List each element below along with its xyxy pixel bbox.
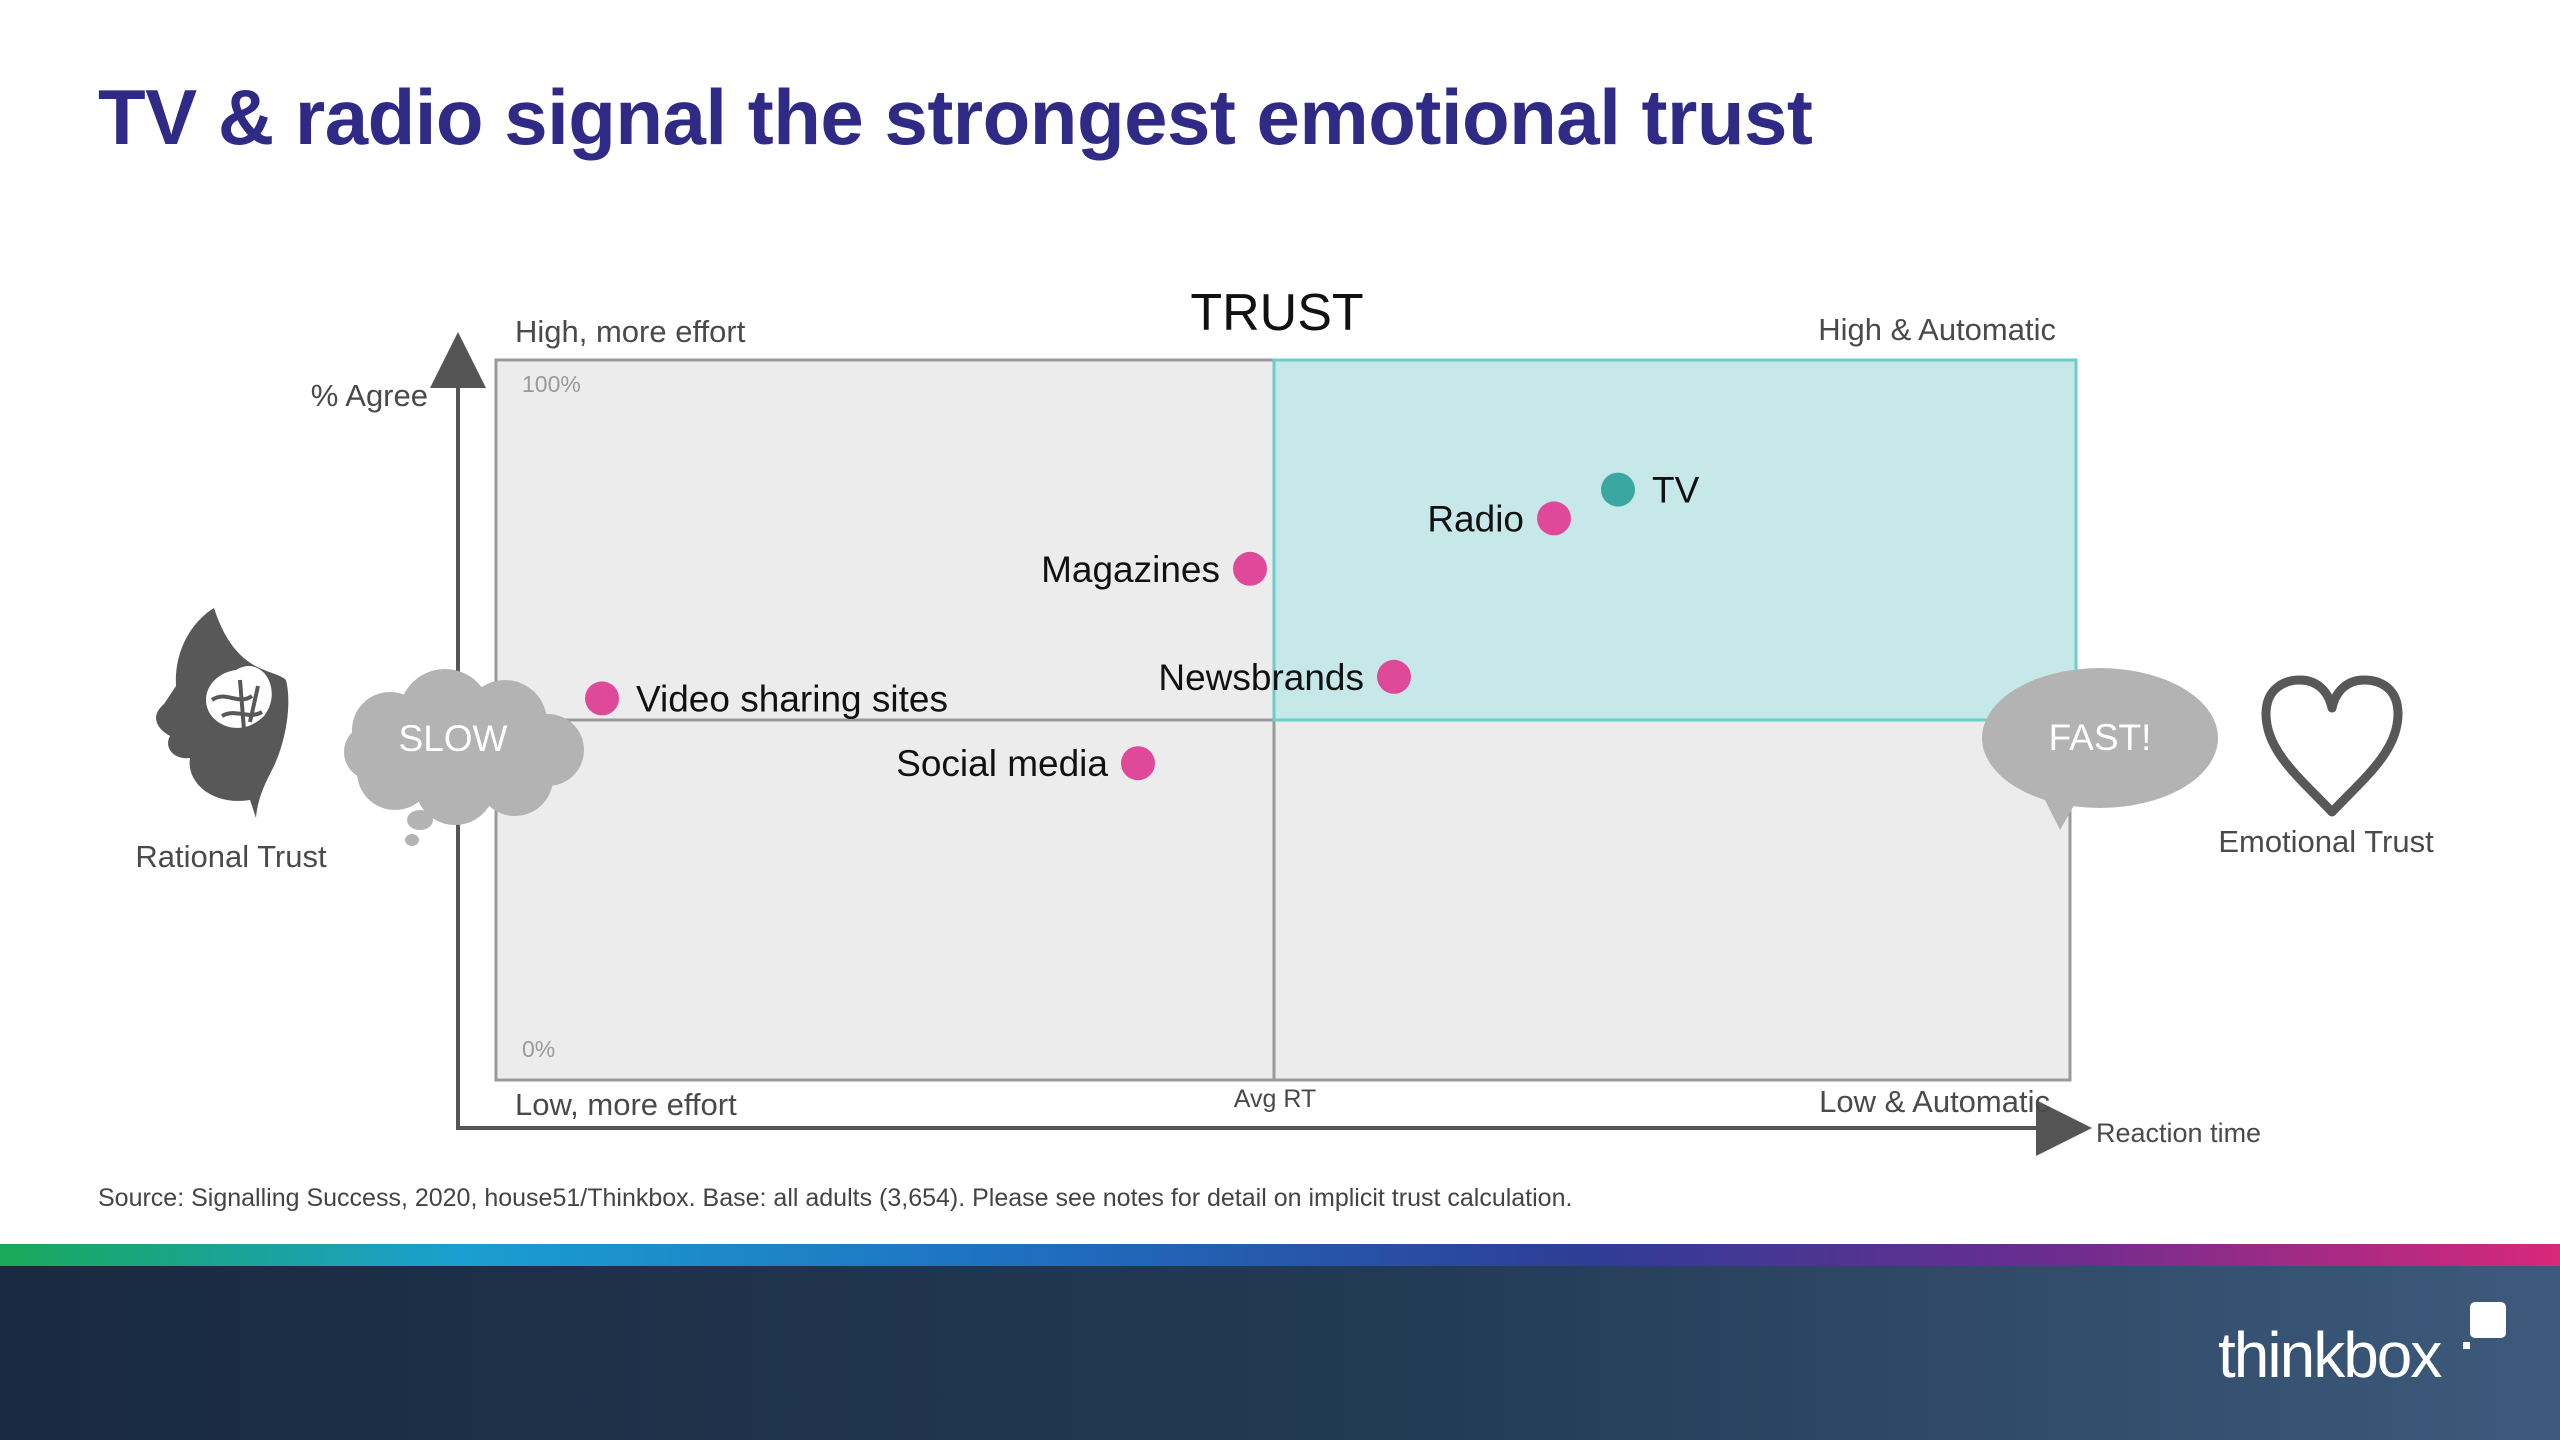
y-tick-100: 100%	[522, 371, 581, 397]
point-radio	[1537, 501, 1571, 536]
rational-trust-caption: Rational Trust	[135, 839, 327, 874]
quadrant-bottom-right	[1272, 718, 2072, 1082]
point-social-media	[1121, 746, 1155, 781]
emotional-trust-caption: Emotional Trust	[2218, 824, 2434, 859]
source-note: Source: Signalling Success, 2020, house5…	[98, 1184, 1573, 1212]
point-label-social-media: Social media	[896, 743, 1108, 784]
quadrant-top-right-highlight	[1272, 358, 2078, 722]
x-center-label: Avg RT	[1234, 1085, 1316, 1113]
slide-title: TV & radio signal the strongest emotiona…	[98, 73, 1813, 161]
brain-head-icon	[156, 608, 289, 818]
y-tick-0: 0%	[522, 1036, 555, 1062]
brand-logo-text: thinkbox	[2218, 1319, 2442, 1391]
chart-title: TRUST	[1190, 284, 1363, 342]
brand-logo-mark	[2470, 1302, 2506, 1338]
gradient-stripe	[0, 1244, 2560, 1266]
quadrant-top-left	[494, 358, 1276, 722]
quadrant-label-top-left: High, more effort	[515, 314, 746, 349]
fast-bubble-label: FAST!	[2049, 717, 2152, 758]
point-newsbrands	[1377, 659, 1411, 694]
quadrant-label-top-right: High & Automatic	[1818, 312, 2056, 347]
point-tv	[1601, 472, 1635, 507]
brand-logo-dot	[2463, 1342, 2470, 1349]
fast-speech-bubble	[1982, 668, 2218, 830]
x-axis-title: Reaction time	[2096, 1118, 2261, 1148]
quadrant-bottom-left	[494, 718, 1276, 1082]
point-video-sharing-sites	[585, 681, 619, 716]
quadrant-label-bottom-right: Low & Automatic	[1819, 1084, 2050, 1119]
slow-thought-bubble	[344, 669, 584, 846]
y-axis-title: % Agree	[311, 378, 428, 413]
point-label-video-sharing-sites: Video sharing sites	[636, 678, 948, 719]
quadrant-label-bottom-left: Low, more effort	[515, 1087, 737, 1122]
data-points: TV Radio Magazines Newsbrands Video sharing …	[585, 470, 1700, 784]
point-label-newsbrands: Newsbrands	[1158, 657, 1364, 698]
point-magazines	[1233, 551, 1267, 586]
point-label-magazines: Magazines	[1041, 549, 1220, 590]
point-label-radio: Radio	[1427, 498, 1524, 539]
heart-outline-icon	[2261, 675, 2403, 817]
point-label-tv: TV	[1652, 470, 1700, 511]
slow-bubble-label: SLOW	[399, 718, 508, 759]
footer-band	[0, 1266, 2560, 1440]
